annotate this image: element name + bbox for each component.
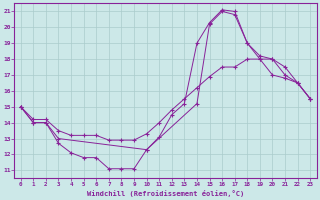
- X-axis label: Windchill (Refroidissement éolien,°C): Windchill (Refroidissement éolien,°C): [87, 190, 244, 197]
